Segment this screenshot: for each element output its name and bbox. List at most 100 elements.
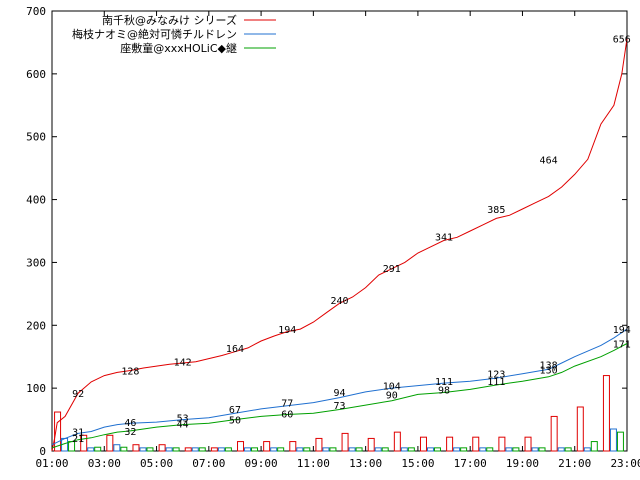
bar bbox=[498, 436, 506, 452]
series-line bbox=[51, 343, 628, 449]
bar bbox=[590, 441, 598, 452]
legend: 南千秋@みなみけ シリーズ梅枝ナオミ@絶対可憐チルドレン座敷童@xxxHOLiC… bbox=[72, 13, 276, 55]
y-tick-label: 400 bbox=[26, 194, 46, 207]
data-label: 385 bbox=[487, 205, 505, 216]
data-label: 130 bbox=[540, 365, 558, 376]
bar bbox=[564, 447, 572, 452]
data-label: 123 bbox=[487, 370, 505, 381]
data-label: 240 bbox=[330, 296, 348, 307]
x-tick-label: 21:00 bbox=[558, 457, 591, 470]
bar bbox=[132, 444, 140, 452]
x-tick-label: 11:00 bbox=[297, 457, 330, 470]
data-label: 194 bbox=[613, 325, 631, 336]
y-tick-label: 0 bbox=[39, 445, 46, 458]
lines-group bbox=[51, 38, 628, 452]
bar bbox=[348, 447, 356, 452]
y-tick-label: 200 bbox=[26, 319, 46, 332]
bar bbox=[87, 447, 95, 452]
bar bbox=[224, 447, 232, 452]
data-label: 341 bbox=[435, 233, 453, 244]
bar bbox=[198, 447, 206, 452]
data-label: 92 bbox=[72, 389, 84, 400]
bar bbox=[446, 436, 454, 452]
bar bbox=[367, 437, 375, 452]
bar bbox=[531, 447, 539, 452]
x-tick-label: 17:00 bbox=[454, 457, 487, 470]
data-labels-group: 92 128 142 164 194 240 291 341 385 464 656 31 46 53 67… bbox=[72, 35, 631, 445]
x-tick-label: 09:00 bbox=[245, 457, 278, 470]
data-label: 111 bbox=[435, 377, 453, 388]
legend-label: 南千秋@みなみけ シリーズ bbox=[102, 13, 237, 27]
legend-label: 座敷童@xxxHOLiC◆継 bbox=[120, 41, 237, 55]
bar bbox=[472, 436, 480, 452]
bar bbox=[609, 428, 617, 452]
data-label: 94 bbox=[333, 388, 345, 399]
x-tick-label: 01:00 bbox=[35, 457, 68, 470]
bar bbox=[217, 447, 225, 452]
x-tick-label: 23:00 bbox=[610, 457, 640, 470]
y-tick-label: 300 bbox=[26, 256, 46, 269]
bar bbox=[616, 431, 624, 452]
plot-frame bbox=[51, 10, 628, 452]
data-label: 128 bbox=[121, 367, 139, 378]
data-label: 138 bbox=[540, 360, 558, 371]
bar bbox=[576, 406, 584, 452]
axes: 0 100 200 300 400 500 600 700 01:00 03:00 05:00 07:… bbox=[26, 5, 640, 470]
bar bbox=[400, 447, 408, 452]
bar bbox=[433, 447, 441, 452]
bar bbox=[322, 447, 330, 452]
y-tick-label: 600 bbox=[26, 68, 46, 81]
data-label: 21 bbox=[72, 434, 84, 445]
bar bbox=[251, 447, 259, 452]
bar bbox=[120, 446, 128, 452]
x-tick-label: 05:00 bbox=[140, 457, 173, 470]
bar bbox=[210, 447, 218, 452]
bar bbox=[296, 447, 304, 452]
data-label: 77 bbox=[281, 399, 293, 410]
bar bbox=[113, 444, 121, 452]
data-label: 60 bbox=[281, 409, 293, 420]
x-tick-label: 13:00 bbox=[349, 457, 382, 470]
bar bbox=[486, 447, 494, 452]
bar bbox=[80, 434, 88, 452]
bar bbox=[303, 447, 311, 452]
bar bbox=[583, 447, 591, 452]
bar bbox=[479, 447, 487, 452]
bar bbox=[106, 434, 114, 452]
bar bbox=[263, 441, 271, 452]
bar bbox=[191, 447, 199, 452]
data-label: 90 bbox=[386, 390, 398, 401]
legend-label: 梅枝ナオミ@絶対可憐チルドレン bbox=[72, 27, 237, 41]
x-tick-label: 03:00 bbox=[88, 457, 121, 470]
bar bbox=[407, 447, 415, 452]
data-label: 464 bbox=[540, 155, 558, 166]
bar bbox=[158, 444, 166, 452]
bar bbox=[550, 415, 558, 452]
bar bbox=[381, 447, 389, 452]
data-label: 31 bbox=[72, 428, 84, 439]
bar bbox=[453, 447, 461, 452]
bar bbox=[315, 437, 323, 452]
data-label: 44 bbox=[177, 419, 189, 430]
bar bbox=[184, 447, 192, 452]
bar bbox=[146, 447, 154, 452]
bar bbox=[602, 375, 610, 452]
bar bbox=[172, 447, 180, 452]
bar bbox=[277, 447, 285, 452]
x-tick-label: 19:00 bbox=[506, 457, 539, 470]
data-label: 164 bbox=[226, 344, 244, 355]
bar bbox=[270, 447, 278, 452]
data-label: 656 bbox=[613, 35, 631, 46]
data-label: 50 bbox=[229, 416, 241, 427]
bar bbox=[94, 446, 102, 452]
bars-group bbox=[54, 375, 624, 452]
bar bbox=[426, 447, 434, 452]
bar bbox=[393, 431, 401, 452]
bar bbox=[237, 441, 245, 452]
bar bbox=[557, 447, 565, 452]
bar bbox=[460, 447, 468, 452]
series-line bbox=[51, 328, 628, 446]
bar bbox=[355, 447, 363, 452]
data-label: 46 bbox=[124, 418, 136, 429]
bar bbox=[244, 447, 252, 452]
